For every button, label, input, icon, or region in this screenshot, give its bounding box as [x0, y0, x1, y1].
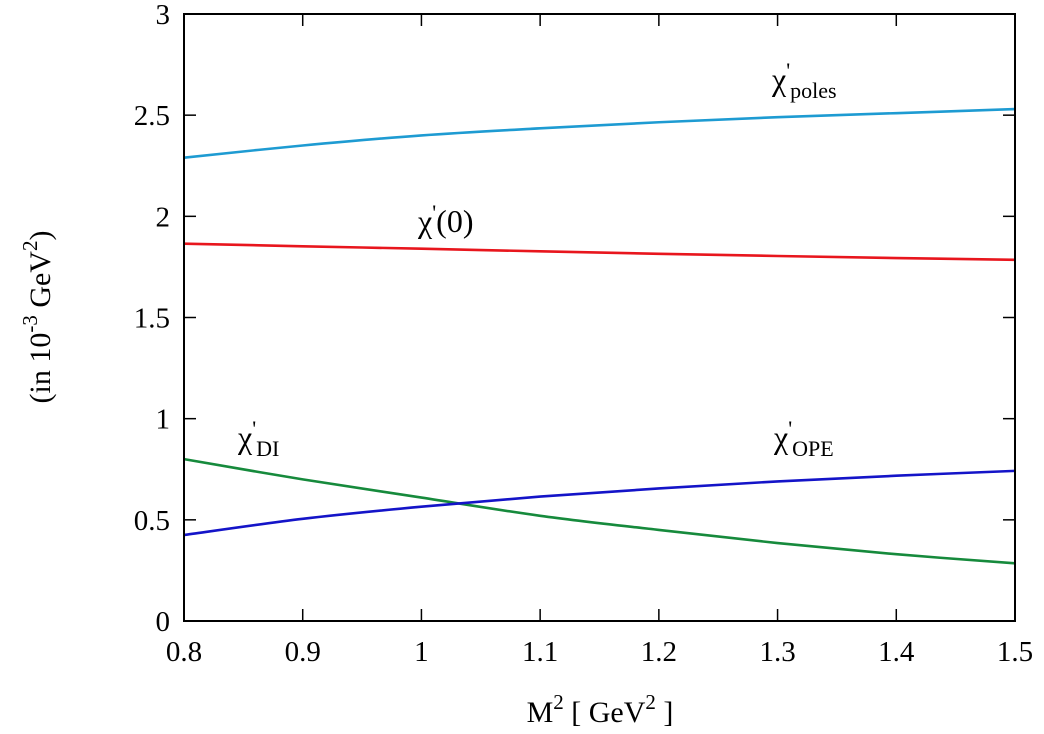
series-line-zero [183, 242, 1016, 262]
series-line-poles [183, 107, 1016, 159]
series-line-di [183, 457, 1016, 565]
label-poles: χ'poles [771, 58, 837, 103]
x-tick-label: 1.2 [641, 636, 677, 668]
plot-frame [183, 13, 1016, 622]
x-tick-label: 1.1 [522, 636, 558, 668]
y-tick-label: 2 [156, 201, 171, 233]
series-line-ope [183, 469, 1016, 537]
x-tick-label: 1.5 [997, 636, 1033, 668]
y-axis-label: (in 10-3 GeV2) [18, 231, 57, 404]
tick-marks [183, 13, 1016, 622]
y-tick-label: 0.5 [134, 505, 170, 537]
label-chi-zero: χ'(0) [417, 200, 473, 239]
x-axis-label: M2 [ GeV2 ] [527, 690, 674, 729]
y-tick-label: 3 [156, 0, 171, 31]
x-tick-label: 0.9 [285, 636, 321, 668]
x-tick-label: 1 [414, 636, 429, 668]
label-ope: χ'OPE [773, 416, 834, 461]
tick-labels: 0.8 0.9 1 1.1 1.2 1.3 1.4 1.5 0 0.5 1 1.5 2 2.5 3 [134, 0, 1033, 668]
data-series [183, 107, 1016, 565]
y-tick-label: 2.5 [134, 100, 170, 132]
y-tick-label: 1.5 [134, 303, 170, 335]
x-tick-label: 1.4 [878, 636, 915, 668]
x-tick-label: 0.8 [166, 636, 202, 668]
y-tick-label: 1 [156, 404, 171, 436]
label-di: χ'DI [237, 416, 279, 461]
x-tick-label: 1.3 [759, 636, 795, 668]
y-tick-label: 0 [156, 606, 171, 638]
